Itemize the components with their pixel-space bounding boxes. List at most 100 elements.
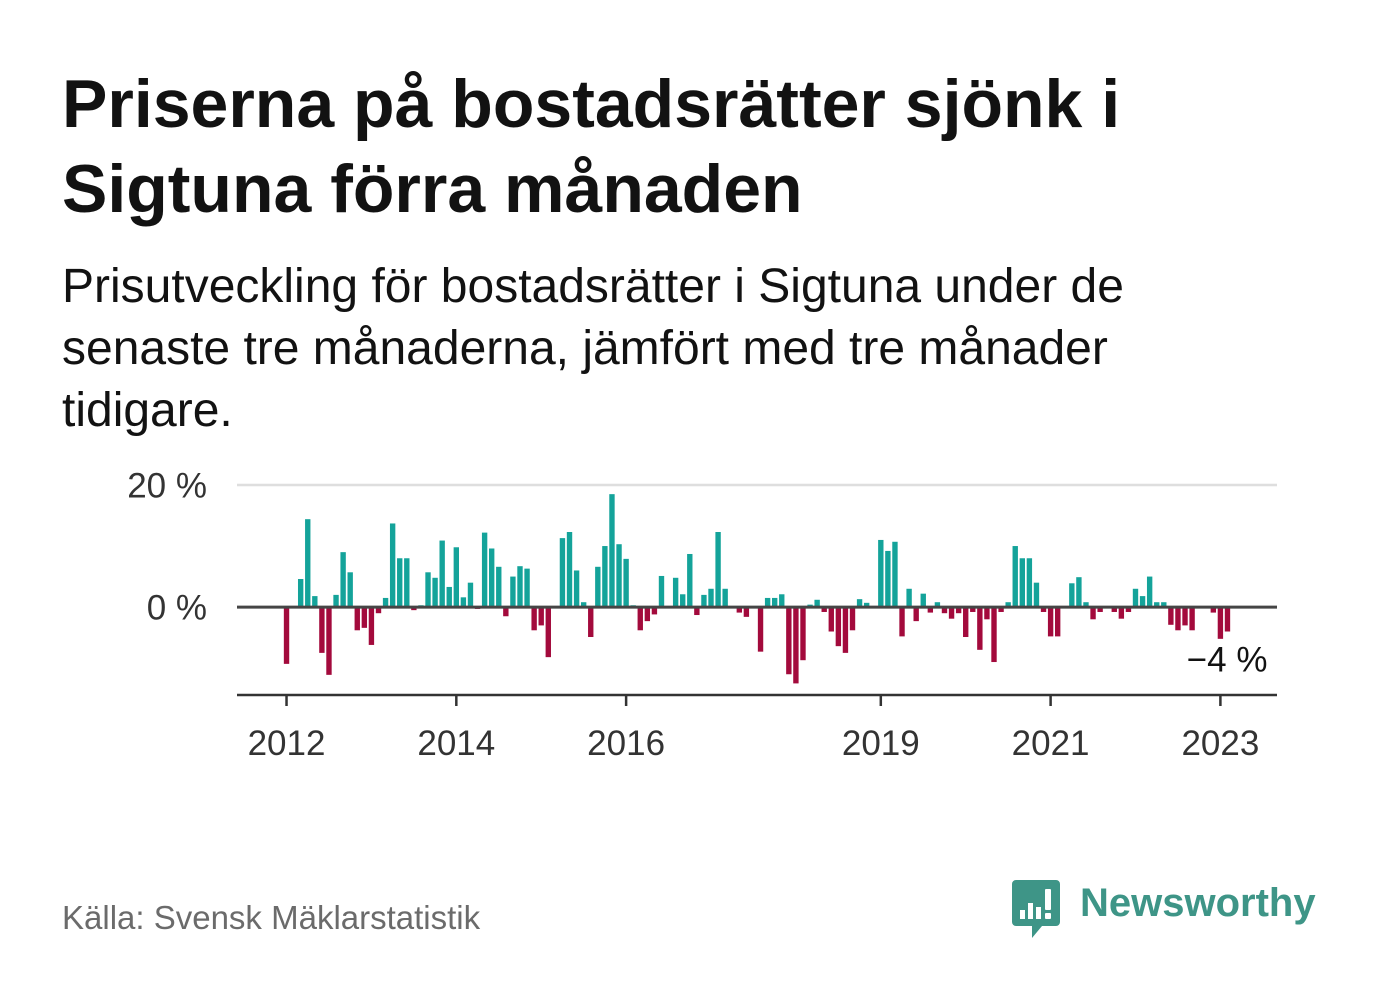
source-note: Källa: Svensk Mäklarstatistik bbox=[62, 899, 481, 936]
bar-2018-09 bbox=[849, 607, 856, 631]
bar-2017-10 bbox=[771, 597, 778, 608]
bar-2018-08 bbox=[842, 607, 849, 653]
bar-2013-06 bbox=[404, 558, 410, 608]
bars-group bbox=[283, 494, 1231, 684]
bar-2016-04 bbox=[644, 607, 651, 622]
bar-2013-10 bbox=[432, 577, 438, 608]
bar-2013-04 bbox=[389, 523, 396, 608]
bar-2015-07 bbox=[580, 602, 587, 608]
bar-2014-10 bbox=[517, 566, 523, 608]
bar-2012-05 bbox=[312, 596, 318, 608]
bar-2015-11 bbox=[609, 494, 615, 608]
bar-2020-04 bbox=[984, 607, 990, 620]
bar-2020-11 bbox=[1033, 582, 1040, 608]
y-tick-label: 0 % bbox=[147, 589, 207, 628]
bar-2021-02 bbox=[1054, 607, 1061, 637]
bar-2018-07 bbox=[835, 607, 842, 647]
bar-2016-08 bbox=[672, 577, 679, 608]
bar-2015-08 bbox=[588, 607, 594, 638]
bar-2014-09 bbox=[510, 576, 516, 608]
bar-2018-02 bbox=[800, 607, 806, 661]
chart-subtitle: Prisutveckling för bostadsrätter i Sigtu… bbox=[62, 260, 1124, 437]
bar-2020-10 bbox=[1026, 558, 1033, 608]
bar-2018-11 bbox=[863, 602, 870, 608]
bar-2012-10 bbox=[347, 572, 353, 608]
bar-2013-02 bbox=[375, 607, 382, 614]
bar-2022-08 bbox=[1182, 607, 1188, 626]
bar-2012-06 bbox=[319, 607, 325, 653]
bar-2019-08 bbox=[927, 607, 934, 613]
bar-2014-12 bbox=[531, 607, 537, 631]
bar-2020-12 bbox=[1040, 607, 1047, 612]
bar-2012-12 bbox=[361, 607, 368, 628]
x-tick-label: 2014 bbox=[417, 724, 495, 763]
bar-2015-02 bbox=[545, 607, 551, 658]
bar-2018-01 bbox=[793, 607, 799, 684]
logo-bar bbox=[1028, 903, 1033, 919]
bar-2013-07 bbox=[411, 607, 417, 611]
bar-2012-03 bbox=[297, 579, 304, 608]
bar-2012-11 bbox=[354, 607, 360, 631]
bar-2019-12 bbox=[955, 607, 962, 614]
x-tick-label: 2012 bbox=[248, 724, 326, 763]
bar-2020-05 bbox=[991, 607, 997, 663]
bar-2019-02 bbox=[885, 550, 891, 608]
bar-2022-06 bbox=[1168, 607, 1174, 625]
bar-2014-06 bbox=[489, 548, 495, 608]
bar-2018-10 bbox=[856, 599, 863, 608]
bar-2021-11 bbox=[1118, 607, 1125, 619]
bar-2021-08 bbox=[1097, 607, 1103, 612]
bar-2019-10 bbox=[941, 607, 948, 614]
last-value-annotation: −4 % bbox=[1187, 641, 1268, 680]
bar-2022-02 bbox=[1139, 596, 1146, 608]
bar-2017-09 bbox=[764, 597, 771, 608]
bar-2022-04 bbox=[1154, 602, 1160, 608]
bar-2017-01 bbox=[708, 588, 714, 608]
bar-2016-05 bbox=[651, 607, 658, 615]
bar-2020-03 bbox=[977, 607, 983, 650]
bar-2017-12 bbox=[786, 607, 792, 675]
bar-2012-08 bbox=[333, 594, 339, 608]
bar-2019-01 bbox=[878, 539, 884, 608]
bar-2018-04 bbox=[814, 599, 820, 608]
bar-2013-01 bbox=[368, 607, 375, 645]
bar-2013-05 bbox=[397, 558, 403, 608]
bar-2023-01 bbox=[1217, 607, 1224, 639]
logo-bar bbox=[1020, 910, 1025, 919]
x-tick-label: 2019 bbox=[842, 724, 920, 763]
bar-2020-07 bbox=[1005, 602, 1011, 608]
bar-2019-07 bbox=[920, 593, 926, 608]
bar-2012-07 bbox=[326, 607, 332, 675]
bar-2019-05 bbox=[906, 588, 912, 608]
bar-2014-05 bbox=[481, 532, 488, 608]
bar-2012-04 bbox=[305, 519, 311, 608]
bar-2022-07 bbox=[1175, 607, 1181, 631]
bar-2020-09 bbox=[1019, 558, 1025, 608]
bar-2016-11 bbox=[694, 607, 700, 616]
bar-2020-02 bbox=[970, 607, 976, 612]
logo-dot bbox=[1045, 913, 1051, 919]
bar-2016-10 bbox=[687, 553, 693, 608]
bar-2017-05 bbox=[736, 607, 743, 613]
bar-2019-04 bbox=[899, 607, 905, 637]
bar-2021-06 bbox=[1083, 602, 1089, 608]
bar-2013-12 bbox=[446, 586, 452, 608]
bar-2016-01 bbox=[623, 558, 629, 608]
bar-2014-01 bbox=[453, 547, 460, 608]
bar-2017-03 bbox=[722, 588, 728, 608]
bar-2015-01 bbox=[538, 607, 544, 626]
bar-2015-06 bbox=[573, 570, 580, 608]
bar-2016-12 bbox=[701, 594, 707, 608]
bar-2016-09 bbox=[680, 594, 686, 608]
bar-2021-07 bbox=[1090, 607, 1096, 620]
bar-2016-06 bbox=[658, 575, 665, 608]
bar-2014-07 bbox=[496, 566, 502, 608]
bar-2012-09 bbox=[340, 552, 346, 608]
bar-2014-02 bbox=[460, 597, 467, 608]
bar-2015-04 bbox=[559, 538, 566, 608]
bar-2015-09 bbox=[595, 566, 601, 608]
x-tick-label: 2016 bbox=[587, 724, 665, 763]
bar-2017-06 bbox=[743, 607, 750, 617]
x-tick-label: 2023 bbox=[1181, 724, 1259, 763]
